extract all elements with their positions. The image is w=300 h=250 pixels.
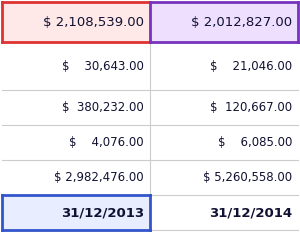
Bar <box>2 195 150 230</box>
Text: $ 2,108,539.00: $ 2,108,539.00 <box>43 16 144 28</box>
Bar <box>2 2 150 42</box>
Text: $ 2,982,476.00: $ 2,982,476.00 <box>54 171 144 184</box>
Text: $ 5,260,558.00: $ 5,260,558.00 <box>203 171 292 184</box>
Text: $    6,085.00: $ 6,085.00 <box>218 136 292 149</box>
Text: $  380,232.00: $ 380,232.00 <box>62 101 144 114</box>
Text: 31/12/2013: 31/12/2013 <box>61 206 144 219</box>
Text: $  120,667.00: $ 120,667.00 <box>210 101 292 114</box>
Text: $    30,643.00: $ 30,643.00 <box>62 60 144 72</box>
Bar <box>150 2 298 42</box>
Text: 31/12/2014: 31/12/2014 <box>209 206 292 219</box>
Text: $    21,046.00: $ 21,046.00 <box>210 60 292 72</box>
Text: $ 2,012,827.00: $ 2,012,827.00 <box>191 16 292 28</box>
Text: $    4,076.00: $ 4,076.00 <box>69 136 144 149</box>
